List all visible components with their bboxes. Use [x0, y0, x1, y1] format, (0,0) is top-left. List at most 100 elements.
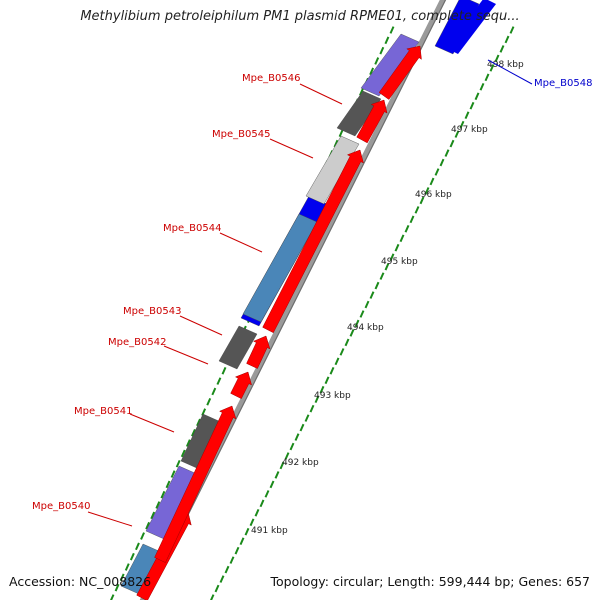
tick-label: 497 kbp: [451, 125, 488, 135]
tick-dot: [274, 471, 280, 479]
outer-cds-block: [360, 33, 420, 97]
gene-label: Mpe_B0541: [74, 406, 132, 417]
tick-dot: [259, 499, 265, 508]
tick-dot: [309, 404, 315, 413]
outer-cds-block: [434, 0, 480, 55]
tick-dot: [155, 501, 161, 509]
tick-dot: [364, 300, 370, 309]
tick-dot: [349, 329, 355, 337]
tick-dot: [299, 423, 305, 432]
tick-dot: [324, 376, 330, 385]
tick-label: 498 kbp: [487, 60, 524, 70]
tick-dot: [404, 224, 410, 233]
gene-label: Mpe_B0546: [242, 73, 300, 84]
outer-ring: [120, 0, 496, 595]
tick-dot: [329, 366, 335, 375]
tick-dot: [185, 439, 191, 447]
outer-cds-block: [336, 90, 382, 137]
tick-dot: [384, 262, 390, 271]
tick-dot: [509, 26, 515, 34]
tick-label: 496 kbp: [415, 190, 452, 200]
tick-dot: [494, 54, 500, 63]
tick-dot: [145, 521, 151, 530]
tick-dot: [206, 397, 212, 406]
tick-dot: [429, 177, 435, 186]
tick-dot: [369, 67, 375, 76]
tick-dot: [214, 584, 220, 593]
tick-dot: [289, 442, 295, 451]
tick-dot: [344, 338, 350, 347]
tick-dot: [384, 36, 390, 45]
tick-label: 491 kbp: [251, 526, 288, 536]
tick-dot: [135, 542, 140, 551]
forward-cds-arrow: [262, 149, 364, 334]
tick-dot: [124, 563, 130, 571]
tick-dot: [150, 511, 156, 520]
tick-dot: [338, 129, 344, 138]
tick-dot: [434, 168, 440, 176]
tick-dot: [374, 281, 380, 290]
forward-cds-arrow: [356, 99, 388, 144]
tick-dot: [294, 433, 300, 441]
tick-dot: [449, 139, 455, 148]
tick-dot: [454, 130, 460, 138]
tick-dot: [359, 88, 364, 96]
tick-dot: [374, 57, 380, 65]
tick-dot: [129, 552, 135, 561]
tick-dot: [499, 45, 505, 53]
tick-dot: [269, 480, 275, 489]
tick-dot: [165, 480, 171, 489]
tick-dot: [216, 377, 222, 385]
tick-dot: [140, 532, 145, 540]
tick-dot: [284, 452, 290, 460]
tick-dot: [369, 291, 375, 299]
tick-dot: [419, 196, 425, 205]
tick-dot: [254, 508, 260, 517]
tick-dot: [170, 470, 176, 478]
accession-text: Accession: NC_008826: [9, 574, 152, 589]
gene-label: Mpe_B0540: [32, 501, 90, 512]
tick-dot: [211, 387, 217, 396]
tick-dot: [484, 73, 490, 82]
sequence-summary: Topology: circular; Length: 599,444 bp; …: [270, 574, 591, 589]
tick-dot: [314, 395, 320, 404]
tick-dot: [196, 418, 201, 427]
gene-label: Mpe_B0545: [212, 129, 270, 140]
gene-leader-line: [129, 413, 175, 433]
tick-dot: [119, 573, 125, 582]
backbone-edge: [142, 0, 447, 604]
gene-label: Mpe_B0543: [123, 306, 181, 317]
tick-dot: [474, 92, 480, 101]
forward-cds-arrow: [378, 45, 422, 100]
gene-label: Mpe_B0544: [163, 223, 221, 234]
tick-dot: [244, 527, 250, 536]
forward-cds-arrow: [154, 405, 237, 563]
tick-dot: [229, 556, 235, 564]
tick-dot: [160, 490, 166, 499]
tick-dot: [221, 366, 227, 375]
tick-dot: [379, 46, 385, 55]
gene-leader-line: [299, 83, 343, 105]
tick-dot: [439, 158, 445, 167]
tick-dot: [469, 101, 475, 110]
tick-dot: [389, 253, 395, 262]
tick-dot: [264, 490, 270, 498]
tick-dot: [234, 546, 240, 555]
outer-cds-block: [305, 135, 360, 205]
tick-dot: [424, 187, 430, 195]
kbp-ticks: 491 kbp 492 kbp 493 kbp 494 kbp 495 kbp 496 k…: [251, 60, 524, 536]
tick-dot: [319, 385, 325, 394]
tick-dot: [399, 234, 405, 243]
tick-dot: [334, 357, 340, 366]
tick-dot: [459, 120, 465, 129]
tick-dot: [219, 575, 225, 583]
tick-dot: [504, 35, 510, 44]
tick-label: 495 kbp: [381, 257, 418, 267]
gene-leader-line: [219, 232, 263, 253]
tick-dot: [114, 583, 120, 592]
tick-dot: [489, 64, 495, 72]
tick-dot: [464, 111, 470, 120]
gene-leader-line: [179, 315, 223, 336]
outer-cds-block: [218, 325, 258, 370]
